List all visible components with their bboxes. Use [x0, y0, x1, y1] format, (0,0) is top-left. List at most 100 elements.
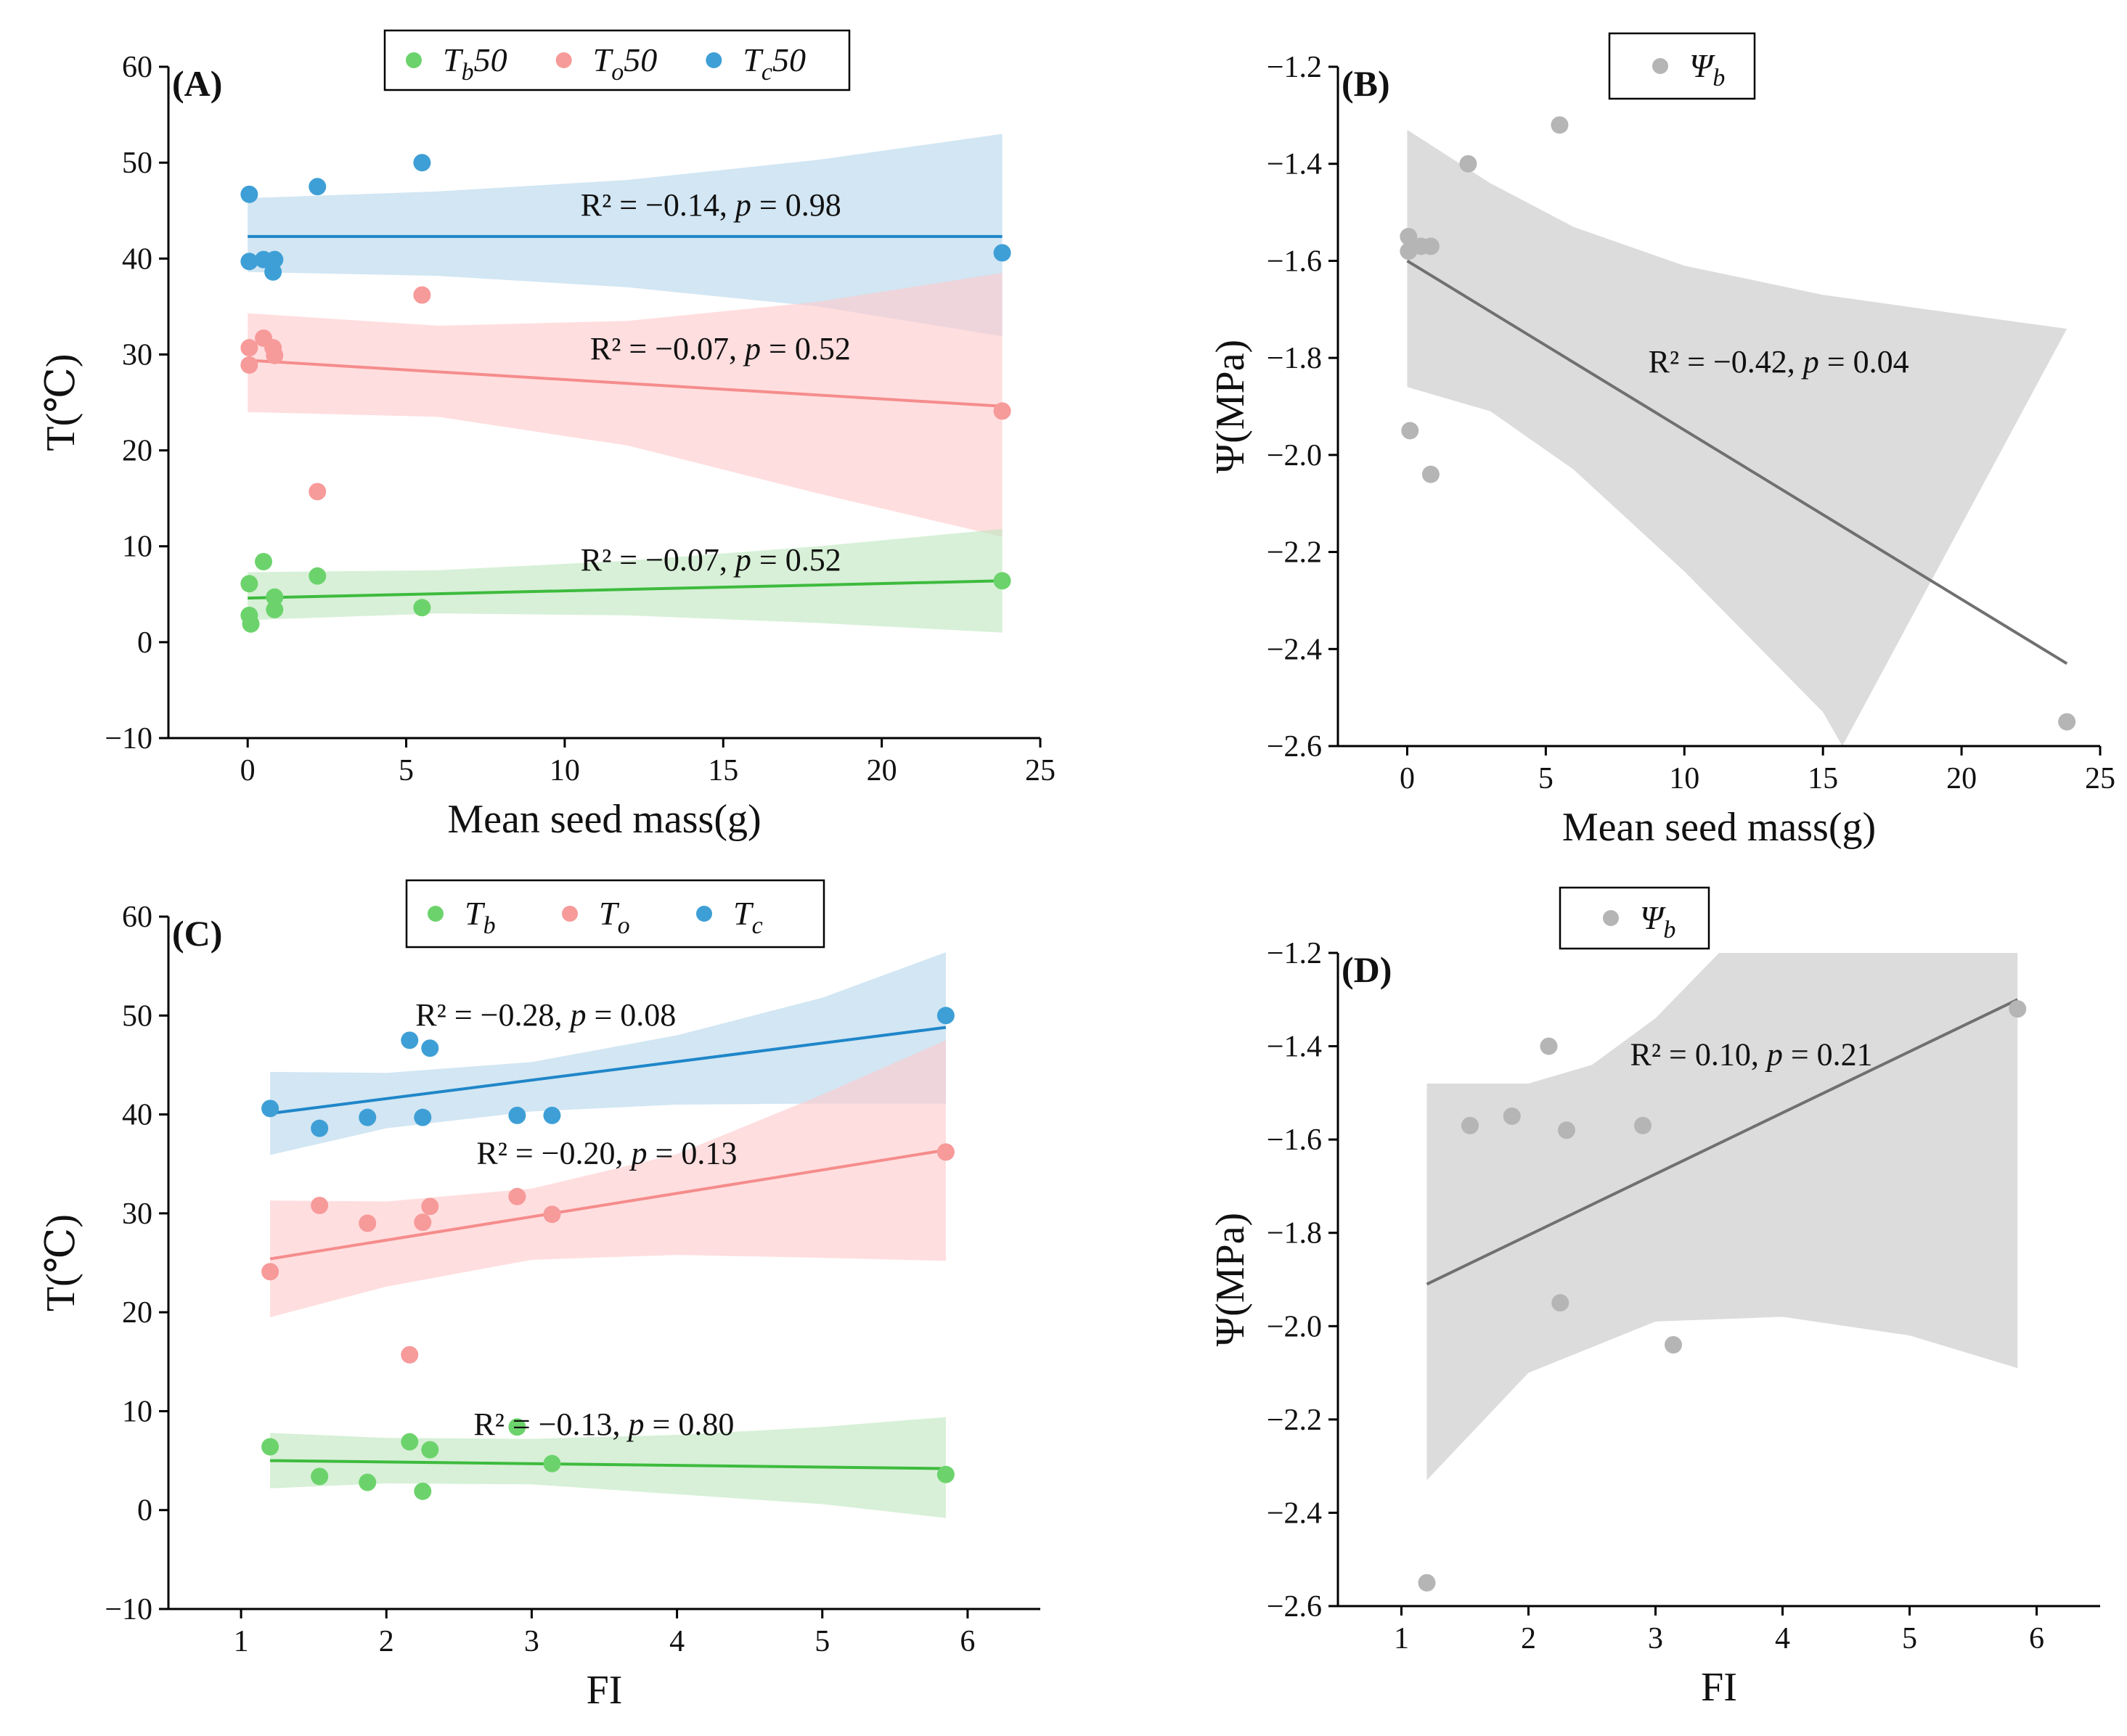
legend-B: Ψb [1608, 32, 1756, 100]
fit-line-Tc [269, 1025, 947, 1115]
point-Tc50-1 [240, 253, 258, 271]
point-Tc-2 [359, 1108, 377, 1126]
x-tick-label: 5 [399, 754, 414, 787]
x-tick-label: 15 [1808, 762, 1838, 795]
point-Tc-1 [311, 1119, 329, 1137]
y-tick-label: 60 [122, 51, 152, 84]
point-To50-5 [309, 483, 327, 501]
panel-B: 0 5 10 15 20 25 −2.6 −2.4 −2.2 −2.0 −1.8 −1.6 −1.4 −1… [1208, 32, 2115, 850]
y-tick-label: −1.2 [1267, 937, 1322, 970]
point-To-2 [359, 1214, 377, 1232]
axes-C: 1 2 3 4 5 6 −10 0 10 20 30 40 50 60 [105, 901, 1040, 1658]
y-tick-label: −2.6 [1267, 1590, 1322, 1624]
point-Ψb-2 [1401, 422, 1419, 440]
point-To50-4 [266, 346, 284, 364]
y-tick-label: −2.0 [1267, 439, 1322, 472]
point-To-6 [508, 1187, 526, 1205]
x-tick-label: 2 [379, 1625, 394, 1658]
legend-marker-Tb [428, 906, 444, 922]
point-Ψb-6 [1634, 1116, 1652, 1134]
x-tick-label: 25 [2085, 762, 2115, 795]
x-axis-label: FI [587, 1668, 623, 1713]
axes-D: 1 2 3 4 5 6 −2.6 −2.4 −2.2 −2.0 −1.8 −1.6 −1.4 −1.2 [1267, 937, 2100, 1655]
legend-label-Ψb: Ψb [1640, 899, 1675, 943]
annotation-Tc50: R² = −0.14, p = 0.98 [581, 187, 841, 223]
axes-B: 0 5 10 15 20 25 −2.6 −2.4 −2.2 −2.0 −1.8 −1.6 −1.4 −1… [1267, 51, 2115, 795]
legend-label-Tb: Tb [465, 895, 496, 939]
y-tick-label: −2.2 [1267, 1404, 1322, 1437]
confidence-band-Ψb [1426, 953, 2018, 1481]
legend-label-Tc: Tc [733, 895, 763, 939]
confidence-band-To [270, 1040, 946, 1317]
annotation-Tb: R² = −0.13, p = 0.80 [473, 1407, 734, 1442]
y-tick-label: 30 [122, 1197, 152, 1231]
confidence-band-Ψb [1407, 129, 2067, 746]
point-Ψb-5 [1421, 465, 1440, 483]
legend-label-To50: To50 [593, 41, 658, 86]
y-tick-label: −1.4 [1267, 148, 1322, 181]
point-Tc-6 [508, 1106, 526, 1124]
point-Ψb-2 [1503, 1107, 1521, 1125]
x-tick-label: 4 [1775, 1622, 1790, 1655]
y-tick-label: 40 [122, 242, 152, 276]
legend-box [1559, 886, 1710, 950]
point-To-8 [936, 1143, 955, 1161]
x-tick-label: 15 [708, 754, 738, 787]
x-tick-label: 10 [1669, 762, 1699, 795]
point-Tc-0 [261, 1100, 279, 1118]
x-tick-label: 3 [1648, 1622, 1663, 1655]
x-tick-label: 3 [524, 1625, 539, 1658]
x-axis-label: Mean seed mass(g) [1562, 805, 1876, 850]
x-tick-label: 5 [815, 1625, 830, 1658]
y-tick-label: −1.6 [1267, 1123, 1322, 1157]
point-Tb50-7 [413, 599, 431, 617]
y-tick-label: 50 [122, 999, 152, 1033]
annotation-To50: R² = −0.07, p = 0.52 [590, 331, 851, 367]
y-axis-label: Ψ(MPa) [1208, 340, 1253, 473]
x-tick-label: 5 [1902, 1622, 1917, 1655]
point-To-3 [401, 1346, 419, 1364]
x-tick-label: 1 [234, 1625, 249, 1658]
point-Tc-7 [543, 1106, 561, 1124]
point-Tc-8 [936, 1007, 955, 1025]
legend-box [383, 29, 851, 91]
legend-label-To: To [599, 895, 630, 939]
fit-line-Ψb [1426, 998, 2019, 1286]
x-tick-label: 0 [240, 754, 256, 787]
legend-label-Tb50: Tb50 [443, 41, 507, 86]
legend-D: Ψb [1559, 886, 1710, 950]
y-tick-label: 50 [122, 147, 152, 180]
legend-marker-Ψb [1603, 910, 1619, 926]
point-Ψb-3 [1540, 1037, 1558, 1055]
point-Ψb-7 [1551, 116, 1569, 134]
point-Tb-0 [261, 1438, 279, 1456]
point-Tb50-4 [266, 588, 284, 606]
fit-line-Ψb [1406, 259, 2068, 666]
point-Tb-4 [414, 1482, 432, 1500]
y-tick-label: 10 [122, 531, 152, 564]
y-tick-label: 30 [122, 338, 152, 372]
x-tick-label: 25 [1025, 754, 1056, 787]
panel-label: (B) [1342, 63, 1390, 104]
y-tick-label: −1.6 [1267, 245, 1322, 278]
y-tick-label: 0 [137, 1494, 152, 1528]
legend-marker-To [562, 906, 578, 922]
point-Ψb-4 [1551, 1294, 1569, 1312]
point-Tc50-0 [240, 185, 258, 203]
x-tick-label: 6 [960, 1625, 975, 1658]
point-Ψb-7 [1665, 1336, 1682, 1354]
annotation-Ψb: R² = 0.10, p = 0.21 [1630, 1036, 1873, 1072]
panel-D: 1 2 3 4 5 6 −2.6 −2.4 −2.2 −2.0 −1.8 −1.6 −1.4 −1.2 FI… [1208, 886, 2100, 1710]
x-tick-label: 2 [1521, 1622, 1536, 1655]
confidence-band-To50 [248, 273, 1003, 537]
point-Ψb-1 [1461, 1116, 1479, 1134]
fit-line-To50 [248, 359, 1003, 408]
x-tick-label: 0 [1400, 762, 1415, 795]
point-Tb50-2 [242, 615, 260, 633]
panel-label: (A) [172, 63, 222, 104]
panel-A: 0 5 10 15 20 25 −10 0 10 20 30 40 50 60 Mean seed mass… [38, 29, 1056, 842]
legend-label-Ψb: Ψb [1689, 47, 1725, 91]
y-tick-label: −2.6 [1267, 730, 1322, 763]
y-tick-label: 40 [122, 1099, 152, 1132]
